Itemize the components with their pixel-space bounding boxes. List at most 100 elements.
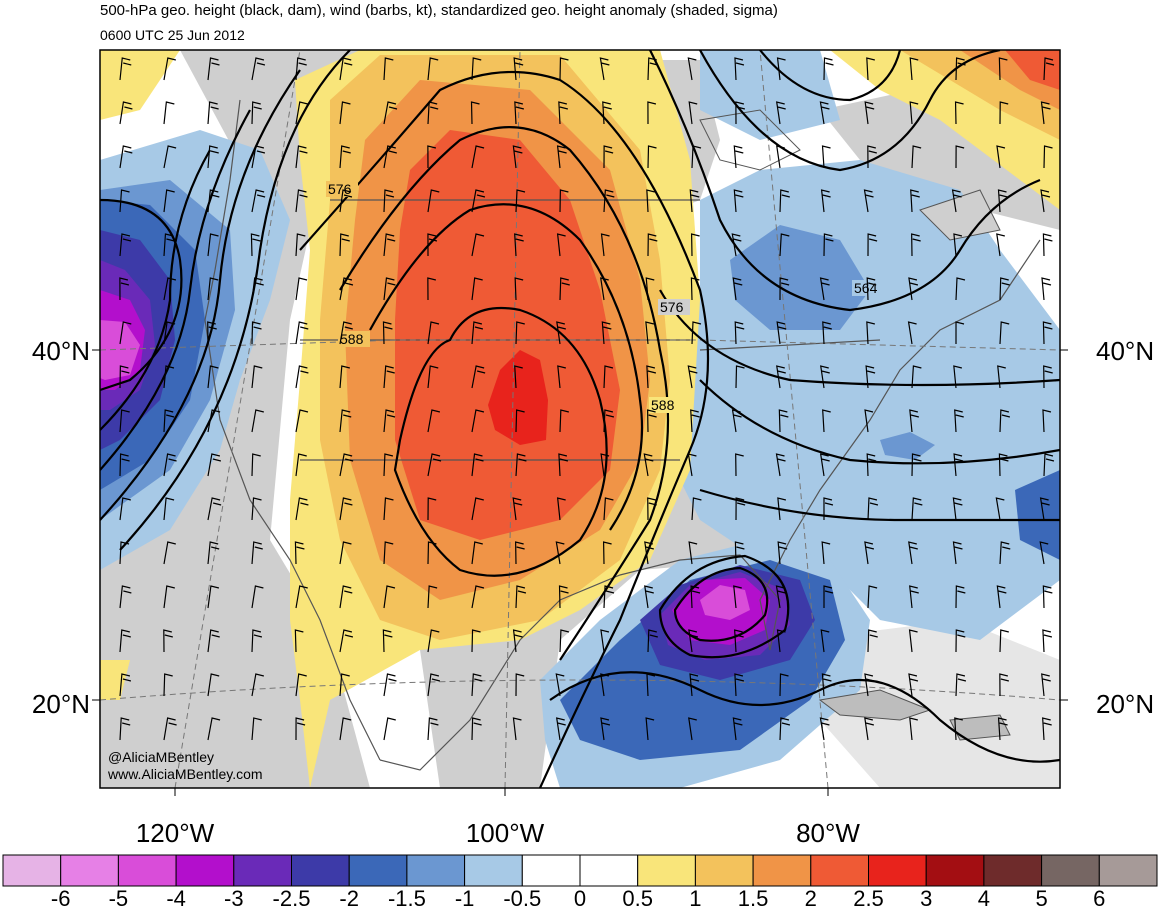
wind-barb (515, 585, 527, 609)
wind-barb (952, 497, 963, 521)
wind-barb (647, 145, 657, 169)
wind-barb (687, 453, 697, 477)
wind-barb (427, 189, 440, 213)
wind-barb (689, 673, 700, 697)
wind-barb (820, 189, 831, 213)
wind-barb (645, 277, 655, 301)
wind-barb (427, 365, 439, 389)
wind-barb (822, 409, 831, 433)
wind-barb (427, 629, 440, 653)
wind-barb (821, 541, 831, 565)
wind-barb (819, 717, 830, 741)
wind-barb (559, 409, 569, 433)
wind-barb (600, 717, 611, 741)
wind-barb (207, 321, 217, 345)
wind-barb (646, 189, 655, 213)
wind-barb (999, 277, 1010, 301)
colorbar-swatch (579, 854, 639, 887)
wind-barb (954, 409, 964, 433)
lat-label-20n-right: 20°N (1096, 689, 1154, 719)
wind-barb (427, 145, 437, 169)
wind-barb (556, 321, 566, 345)
wind-barb (471, 145, 485, 169)
wind-barb (1043, 145, 1053, 169)
wind-barb (339, 365, 350, 389)
wind-barb (427, 321, 440, 345)
wind-barb (427, 101, 439, 125)
wind-barb (383, 365, 395, 389)
wind-barb (250, 233, 261, 257)
wind-barb (995, 497, 1005, 521)
wind-barb (383, 233, 396, 257)
wind-barb (600, 277, 609, 301)
wind-barb (779, 233, 790, 257)
wind-barb (339, 585, 353, 609)
wind-barb (163, 585, 175, 609)
wind-barb (471, 277, 483, 301)
wind-barb (863, 189, 874, 213)
wind-barb (955, 629, 966, 653)
map-title: 500-hPa geo. height (black, dam), wind (… (100, 2, 778, 19)
wind-barb (471, 189, 486, 213)
wind-barb (647, 497, 657, 521)
colorbar-swatch (464, 854, 523, 887)
wind-barb (427, 673, 441, 697)
wind-barb (383, 145, 397, 169)
wind-barb (515, 673, 525, 697)
wind-barb (691, 145, 702, 169)
wind-barb (864, 673, 875, 697)
wind-barb (866, 321, 875, 345)
wind-barb (823, 585, 834, 609)
wind-barb (383, 189, 395, 213)
wind-barb (908, 541, 918, 565)
wind-barb (779, 277, 790, 301)
wind-barb (251, 497, 262, 521)
wind-barb (687, 57, 697, 81)
wind-barb (909, 717, 918, 741)
wind-barb (207, 277, 219, 301)
wind-barb (688, 717, 697, 741)
wind-barb (383, 277, 396, 301)
wind-barb (819, 453, 830, 477)
wind-barb (955, 277, 966, 301)
wind-barb (646, 365, 657, 389)
wind-barb (119, 189, 130, 213)
wind-barb (867, 585, 878, 609)
wind-barb (558, 585, 569, 609)
wind-barb (1043, 365, 1053, 389)
wind-barb (999, 541, 1011, 565)
colorbar-label: 5 (1035, 886, 1047, 911)
wind-barb (207, 717, 221, 741)
wind-barb (1042, 233, 1053, 257)
wind-barb (557, 365, 566, 389)
wind-barb (382, 321, 393, 345)
wind-barb (382, 629, 393, 653)
wind-barb (251, 101, 262, 125)
wind-barb (776, 145, 785, 169)
wind-barb (427, 453, 442, 477)
wind-barb (251, 629, 263, 653)
wind-barb (603, 585, 615, 609)
wind-barb (865, 365, 876, 389)
wind-barb (512, 145, 523, 169)
wind-barb (911, 497, 923, 521)
wind-barb (119, 145, 133, 169)
wind-barb (295, 57, 307, 81)
wind-barb (163, 277, 177, 301)
colorbar-label: -3 (224, 886, 244, 911)
wind-barb (823, 497, 834, 521)
wind-barb (909, 585, 919, 609)
wind-barb (515, 189, 526, 213)
wind-barb (163, 365, 175, 389)
wind-barb (427, 497, 437, 521)
wind-barb (163, 629, 173, 653)
wind-barb (952, 541, 963, 565)
wind-barb (603, 497, 614, 521)
wind-barb (996, 585, 1007, 609)
wind-barb (513, 57, 524, 81)
wind-barb (954, 101, 964, 125)
wind-barb (119, 365, 130, 389)
contour-label-564: 564 (854, 280, 878, 296)
contour-label-576-east: 576 (660, 299, 684, 315)
wind-barb (777, 497, 787, 521)
